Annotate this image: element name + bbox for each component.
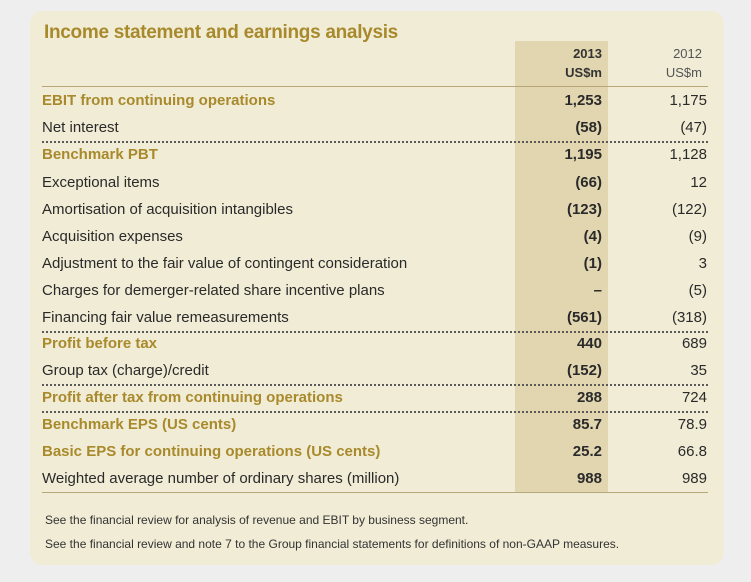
dotted-divider bbox=[42, 331, 708, 333]
table-row: Acquisition expenses (4) (9) bbox=[42, 223, 708, 250]
table-bottom-divider bbox=[42, 492, 708, 493]
value-2012: 66.8 bbox=[677, 443, 707, 460]
row-label: Net interest bbox=[42, 119, 119, 136]
table-row: Benchmark EPS (US cents) 85.7 78.9 bbox=[42, 411, 708, 438]
row-label: Profit after tax from continuing operati… bbox=[42, 389, 343, 406]
value-2013: 288 bbox=[576, 389, 602, 406]
value-2013: (4) bbox=[583, 228, 602, 245]
table-row: Adjustment to the fair value of continge… bbox=[42, 250, 708, 277]
value-2013: 85.7 bbox=[572, 416, 602, 433]
value-2012: 3 bbox=[698, 255, 707, 272]
row-label: Profit before tax bbox=[42, 335, 158, 352]
value-2012: 989 bbox=[681, 470, 707, 487]
table-row: Group tax (charge)/credit (152) 35 bbox=[42, 357, 708, 384]
value-2012: (47) bbox=[680, 119, 707, 136]
row-label: EBIT from continuing operations bbox=[42, 92, 276, 109]
value-2012: 78.9 bbox=[677, 416, 707, 433]
value-2013: (123) bbox=[566, 201, 602, 218]
value-2012: (318) bbox=[671, 309, 707, 326]
value-2013: 988 bbox=[576, 470, 602, 487]
row-label: Financing fair value remeasurements bbox=[42, 309, 289, 326]
column-header-2012: 2012 US$m bbox=[612, 44, 702, 82]
footnote: See the financial review for analysis of… bbox=[45, 513, 469, 527]
year-2013-column-highlight bbox=[515, 41, 608, 492]
row-label: Amortisation of acquisition intangibles bbox=[42, 201, 293, 218]
dotted-divider bbox=[42, 411, 708, 413]
value-2012: (9) bbox=[688, 228, 707, 245]
column-header-2013: 2013 US$m bbox=[512, 44, 602, 82]
table-row: Profit after tax from continuing operati… bbox=[42, 384, 708, 411]
value-2013: (58) bbox=[575, 119, 602, 136]
column-header-2013-unit: US$m bbox=[565, 65, 602, 80]
footnote: See the financial review and note 7 to t… bbox=[45, 537, 620, 551]
value-2012: (122) bbox=[671, 201, 707, 218]
value-2013: 440 bbox=[576, 335, 602, 352]
value-2013: 1,253 bbox=[564, 92, 602, 109]
row-label: Benchmark PBT bbox=[42, 146, 158, 163]
table-row: Exceptional items (66) 12 bbox=[42, 169, 708, 196]
header-divider bbox=[42, 86, 708, 87]
value-2013: (66) bbox=[575, 174, 602, 191]
row-label: Group tax (charge)/credit bbox=[42, 362, 209, 379]
value-2012: (5) bbox=[688, 282, 707, 299]
column-header-2012-year: 2012 bbox=[673, 46, 702, 61]
table-title: Income statement and earnings analysis bbox=[44, 22, 398, 43]
value-2013: (561) bbox=[566, 309, 602, 326]
table-row: Benchmark PBT 1,195 1,128 bbox=[42, 141, 708, 168]
table-row: Weighted average number of ordinary shar… bbox=[42, 465, 708, 492]
row-label: Acquisition expenses bbox=[42, 228, 183, 245]
income-statement-panel bbox=[30, 11, 724, 565]
value-2012: 689 bbox=[681, 335, 707, 352]
table-row: Charges for demerger-related share incen… bbox=[42, 277, 708, 304]
row-label: Weighted average number of ordinary shar… bbox=[42, 470, 400, 487]
value-2013: (1) bbox=[583, 255, 602, 272]
table-row: Profit before tax 440 689 bbox=[42, 330, 708, 357]
value-2012: 724 bbox=[681, 389, 707, 406]
dotted-divider bbox=[42, 141, 708, 143]
row-label: Exceptional items bbox=[42, 174, 160, 191]
row-label: Charges for demerger-related share incen… bbox=[42, 282, 385, 299]
dotted-divider bbox=[42, 384, 708, 386]
row-label: Benchmark EPS (US cents) bbox=[42, 416, 237, 433]
column-header-2013-year: 2013 bbox=[573, 46, 602, 61]
value-2012: 1,128 bbox=[669, 146, 707, 163]
value-2013: 25.2 bbox=[572, 443, 602, 460]
value-2012: 12 bbox=[690, 174, 707, 191]
row-label: Basic EPS for continuing operations (US … bbox=[42, 443, 381, 460]
value-2012: 1,175 bbox=[669, 92, 707, 109]
table-row: Amortisation of acquisition intangibles … bbox=[42, 196, 708, 223]
value-2013: (152) bbox=[566, 362, 602, 379]
value-2013: 1,195 bbox=[564, 146, 602, 163]
value-2012: 35 bbox=[690, 362, 707, 379]
table-row: Financing fair value remeasurements (561… bbox=[42, 304, 708, 331]
table-row: Net interest (58) (47) bbox=[42, 114, 708, 141]
column-header-2012-unit: US$m bbox=[665, 65, 702, 80]
value-2013: – bbox=[593, 282, 602, 299]
table-row: Basic EPS for continuing operations (US … bbox=[42, 438, 708, 465]
table-row: EBIT from continuing operations 1,253 1,… bbox=[42, 87, 708, 114]
row-label: Adjustment to the fair value of continge… bbox=[42, 255, 408, 272]
